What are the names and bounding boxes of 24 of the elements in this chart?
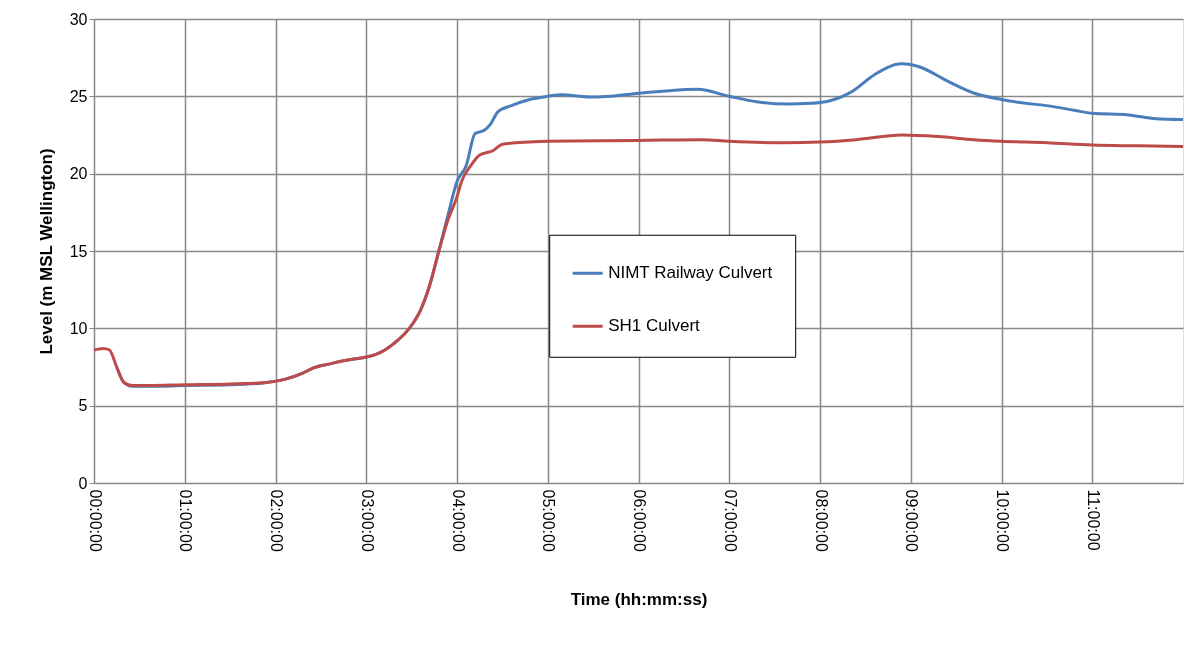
y-tick-label: 25 [69,87,88,105]
y-tick-label: 0 [78,474,88,492]
y-tick-label: 20 [69,165,88,183]
x-tick-label: 02:00:00 [268,489,285,552]
y-axis-title: Level (m MSL Wellington) [36,148,56,355]
legend-label: NIMT Railway Culvert [608,263,773,283]
x-tick-label: 05:00:00 [540,489,558,552]
x-tick-label: 10:00:00 [994,489,1011,552]
x-tick-label: 04:00:00 [449,489,467,552]
y-tick-label: 15 [69,242,88,260]
y-tick-label: 10 [69,319,88,337]
x-tick-label: 01:00:00 [177,489,195,552]
x-tick-label: 11:00:00 [1084,489,1102,551]
x-tick-label: 06:00:00 [631,489,648,552]
legend-label: SH1 Culvert [608,316,701,336]
x-tick-label: 00:00:00 [86,489,104,552]
x-tick-label: 09:00:00 [903,489,921,552]
x-tick-label: 03:00:00 [358,489,376,552]
x-tick-label: 07:00:00 [721,489,739,552]
line-series [92,133,1185,388]
x-axis-title: Time (hh:mm:ss) [570,589,708,609]
y-tick-label: 5 [78,397,88,415]
x-tick-label: 08:00:00 [812,489,830,552]
y-tick-label: 30 [69,10,88,28]
